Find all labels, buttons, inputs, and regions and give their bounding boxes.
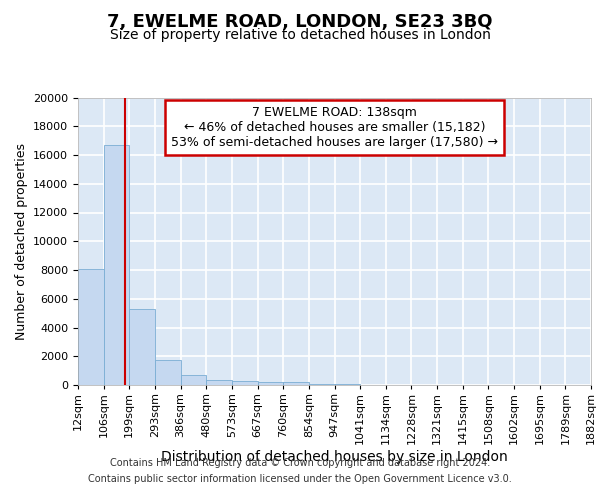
Text: Contains public sector information licensed under the Open Government Licence v3: Contains public sector information licen… (88, 474, 512, 484)
Bar (232, 380, 257, 385)
Bar (155, 360, 181, 385)
Bar (181, 375, 206, 385)
Y-axis label: Number of detached properties: Number of detached properties (14, 143, 28, 340)
Bar (206, 380, 232, 385)
Bar (309, 384, 335, 385)
Bar (78, 268, 104, 385)
Text: Contains HM Land Registry data © Crown copyright and database right 2024.: Contains HM Land Registry data © Crown c… (110, 458, 490, 468)
Text: 7 EWELME ROAD: 138sqm
← 46% of detached houses are smaller (15,182)
53% of semi-: 7 EWELME ROAD: 138sqm ← 46% of detached … (171, 106, 498, 149)
Bar (283, 382, 309, 385)
Bar (130, 309, 155, 385)
X-axis label: Distribution of detached houses by size in London: Distribution of detached houses by size … (161, 450, 508, 464)
Text: 7, EWELME ROAD, LONDON, SE23 3BQ: 7, EWELME ROAD, LONDON, SE23 3BQ (107, 12, 493, 30)
Bar (104, 145, 130, 385)
Text: Size of property relative to detached houses in London: Size of property relative to detached ho… (110, 28, 490, 42)
Bar (335, 384, 360, 385)
Bar (257, 382, 283, 385)
